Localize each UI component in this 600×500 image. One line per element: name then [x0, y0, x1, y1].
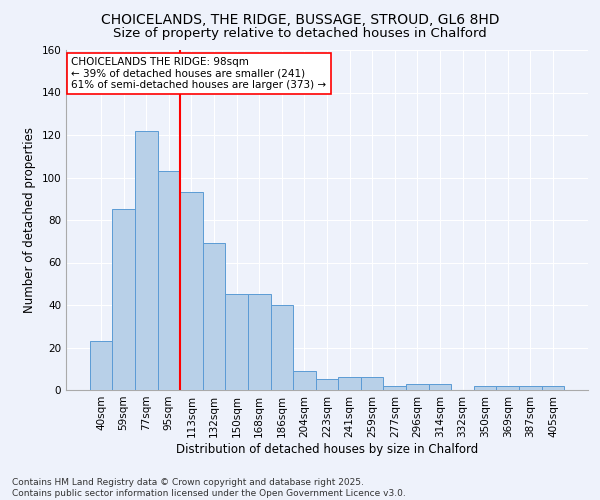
Bar — [271, 305, 293, 390]
Bar — [135, 130, 158, 390]
Text: Size of property relative to detached houses in Chalford: Size of property relative to detached ho… — [113, 28, 487, 40]
Bar — [248, 294, 271, 390]
Bar — [496, 386, 519, 390]
Bar — [112, 210, 135, 390]
Bar — [158, 171, 180, 390]
Bar — [361, 377, 383, 390]
Bar — [203, 244, 226, 390]
X-axis label: Distribution of detached houses by size in Chalford: Distribution of detached houses by size … — [176, 442, 478, 456]
Bar — [542, 386, 564, 390]
Bar — [383, 386, 406, 390]
Text: Contains HM Land Registry data © Crown copyright and database right 2025.
Contai: Contains HM Land Registry data © Crown c… — [12, 478, 406, 498]
Bar — [90, 341, 112, 390]
Text: CHOICELANDS THE RIDGE: 98sqm
← 39% of detached houses are smaller (241)
61% of s: CHOICELANDS THE RIDGE: 98sqm ← 39% of de… — [71, 57, 326, 90]
Bar — [293, 371, 316, 390]
Text: CHOICELANDS, THE RIDGE, BUSSAGE, STROUD, GL6 8HD: CHOICELANDS, THE RIDGE, BUSSAGE, STROUD,… — [101, 12, 499, 26]
Bar — [180, 192, 203, 390]
Bar — [428, 384, 451, 390]
Bar — [226, 294, 248, 390]
Bar — [338, 377, 361, 390]
Y-axis label: Number of detached properties: Number of detached properties — [23, 127, 36, 313]
Bar — [474, 386, 496, 390]
Bar — [316, 380, 338, 390]
Bar — [519, 386, 542, 390]
Bar — [406, 384, 428, 390]
